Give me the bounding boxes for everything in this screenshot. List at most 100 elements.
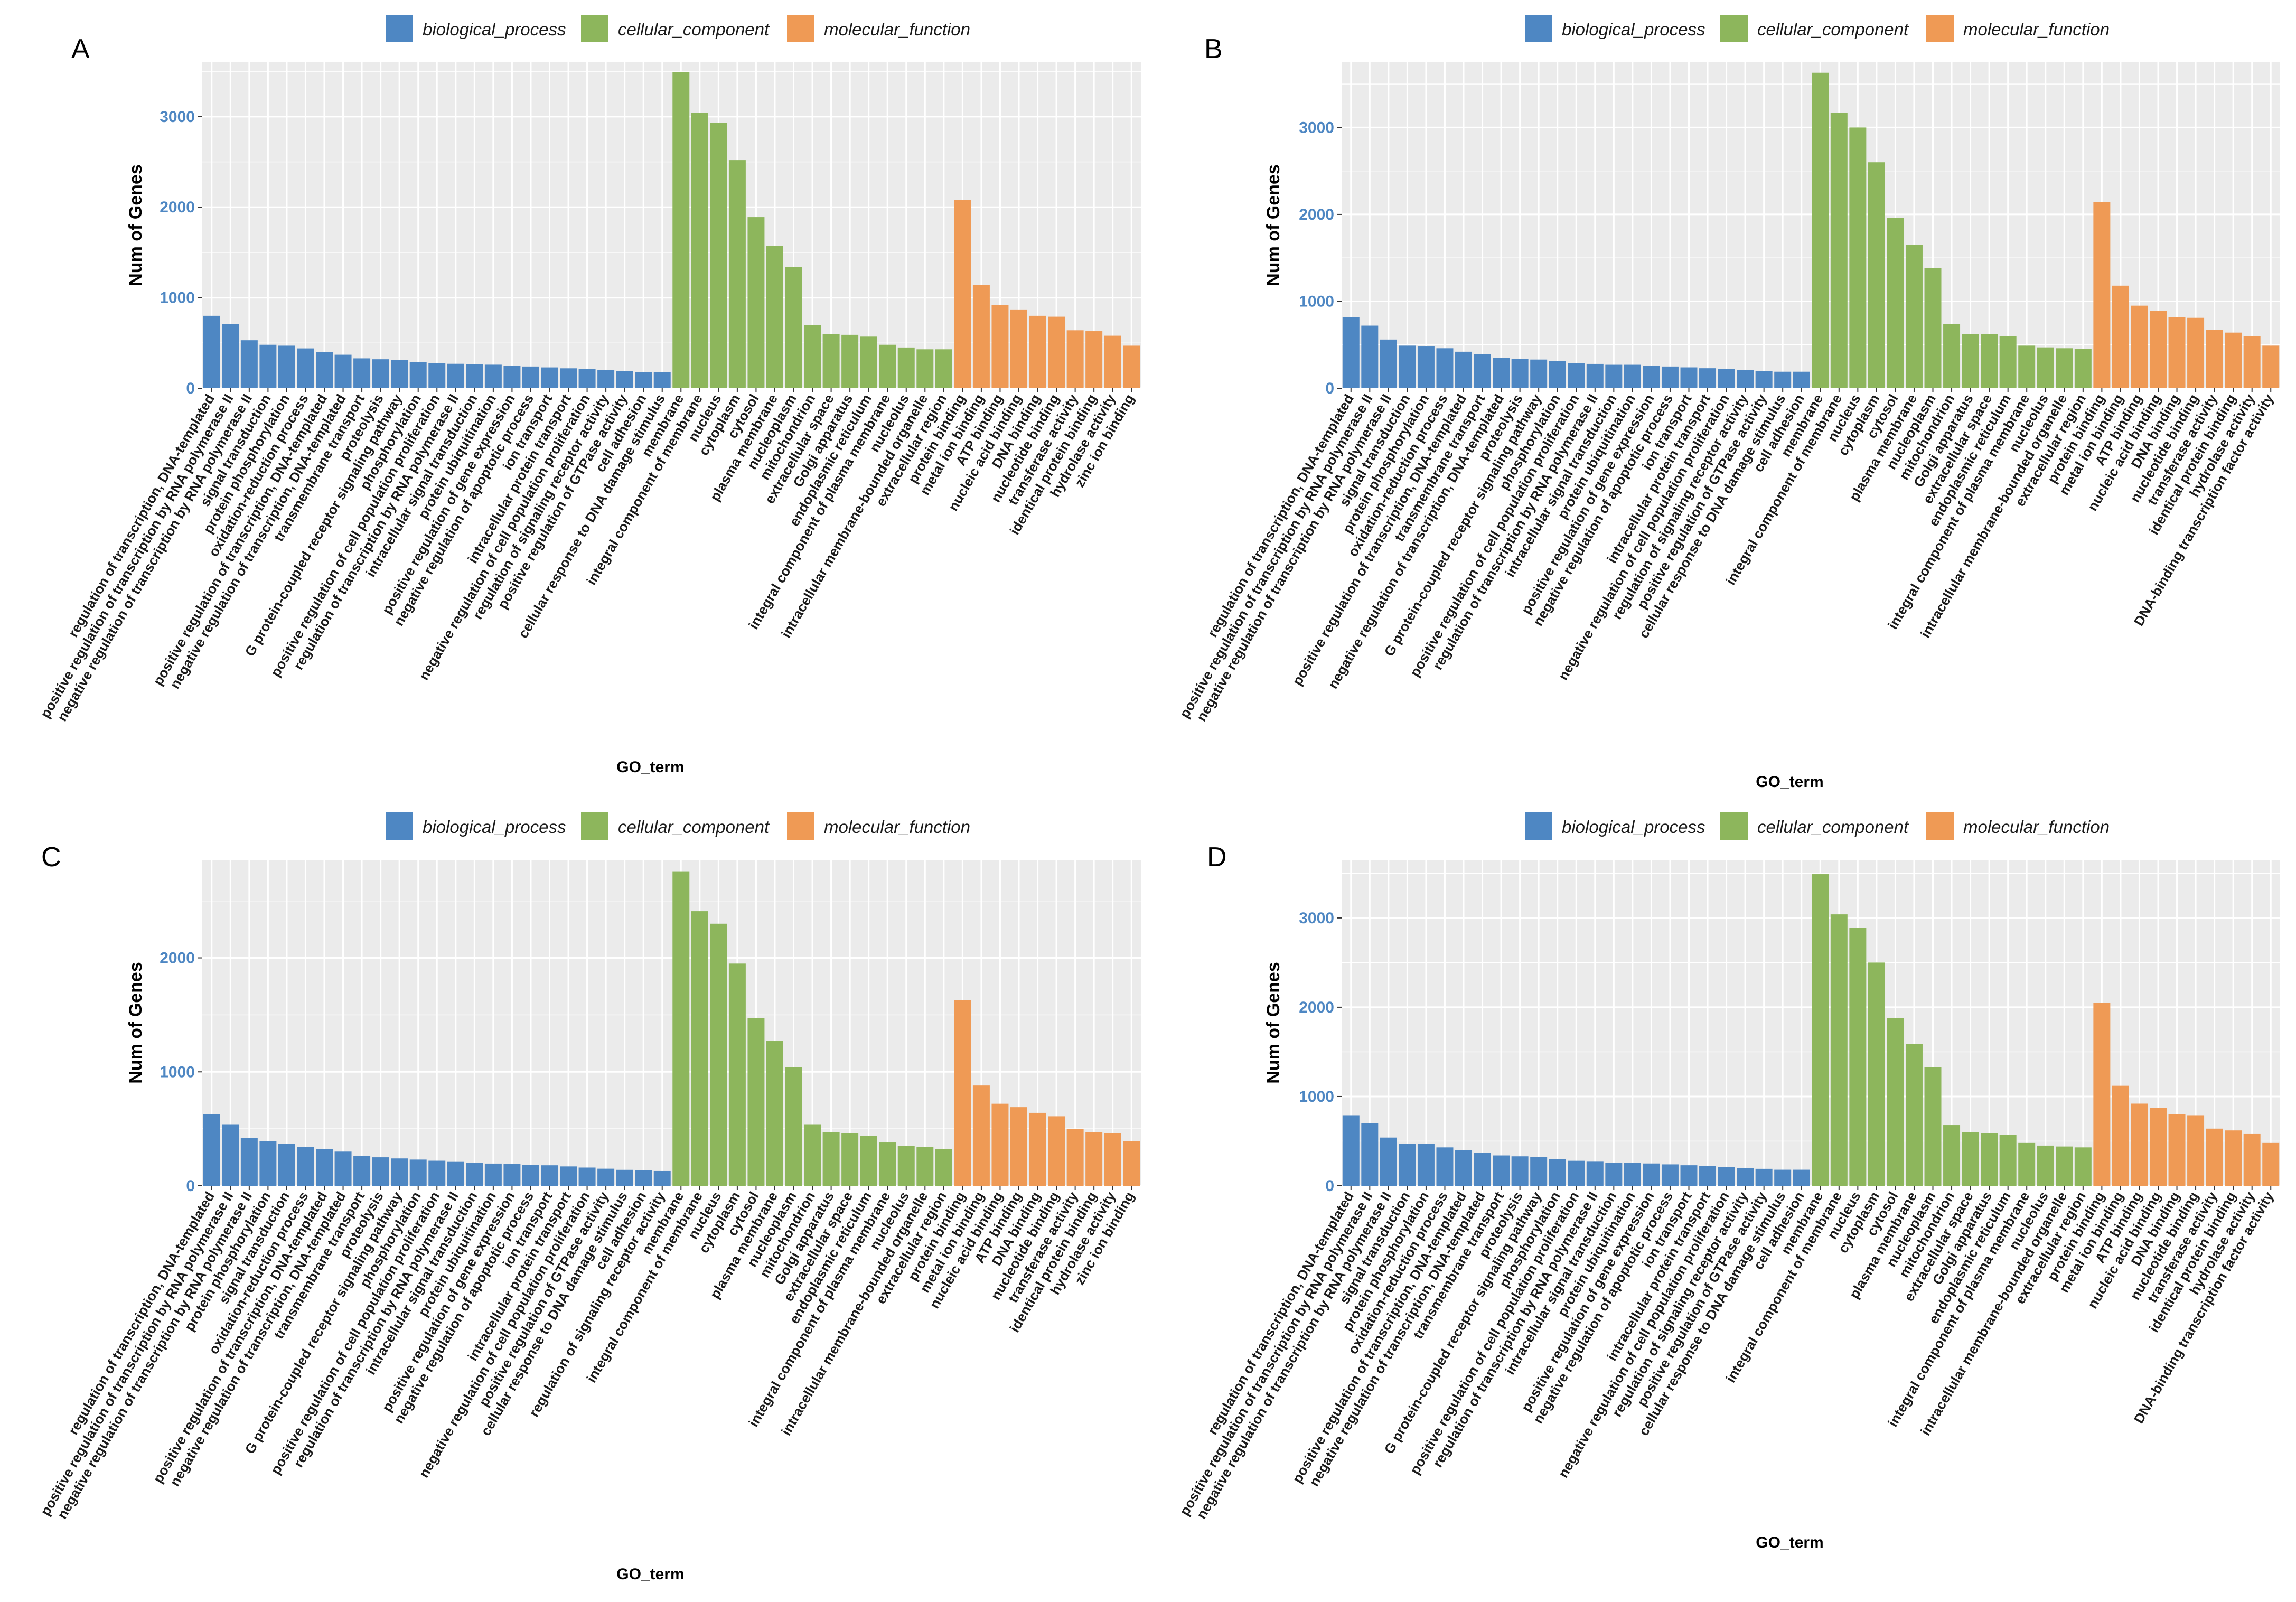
bar	[766, 246, 783, 388]
bar	[2243, 336, 2261, 388]
bar	[1905, 1044, 1923, 1186]
bar	[1380, 1137, 1397, 1186]
bar	[316, 352, 333, 388]
bar	[1380, 339, 1397, 388]
legend-key-molecular-function	[787, 812, 814, 840]
bar	[2112, 1085, 2129, 1186]
bar	[1568, 1160, 1585, 1186]
legend-key-cellular-component	[581, 812, 608, 840]
bar	[240, 340, 258, 388]
bar	[560, 1166, 577, 1186]
x-axis: regulation of transcription, DNA-templat…	[37, 1186, 1137, 1522]
bar	[2187, 317, 2205, 388]
y-axis-title: Num of Genes	[126, 962, 146, 1083]
y-tick-label: 2000	[160, 950, 195, 967]
legend-key-biological-process	[386, 812, 413, 840]
bar	[1048, 1116, 1065, 1186]
bar	[297, 1147, 314, 1186]
bar	[1774, 1169, 1792, 1186]
bar	[372, 359, 389, 388]
bar	[2037, 1145, 2054, 1186]
bar	[841, 1133, 859, 1186]
bar	[1511, 1156, 1529, 1186]
legend-label-biological-process: biological_process	[1562, 20, 1705, 39]
bars	[1342, 72, 2280, 389]
bar	[935, 349, 952, 388]
bar	[353, 358, 371, 388]
bar	[972, 1085, 990, 1186]
legend: biological_process cellular_component mole…	[1525, 812, 2110, 840]
y-tick-label: 0	[186, 1177, 195, 1195]
bar	[1605, 364, 1623, 388]
bar	[1812, 72, 1829, 388]
panel-letter: C	[41, 842, 61, 873]
bar	[1549, 1159, 1566, 1186]
bar	[1436, 1147, 1454, 1186]
bar	[785, 1067, 802, 1186]
bar	[1699, 1166, 1717, 1186]
bar	[2093, 1003, 2111, 1186]
bar	[428, 1160, 446, 1186]
bar	[1755, 371, 1773, 388]
bar	[1029, 1112, 1046, 1186]
bar	[804, 1124, 821, 1186]
bar	[1455, 351, 1473, 388]
bar	[334, 354, 352, 388]
bar	[316, 1149, 333, 1186]
x-axis-title: GO_term	[616, 758, 684, 776]
bar	[1624, 364, 1641, 388]
bar	[1924, 268, 1942, 388]
bars	[203, 72, 1140, 388]
legend-key-biological-process	[1525, 15, 1552, 42]
bar	[2131, 1103, 2148, 1186]
bar	[1417, 346, 1435, 388]
y-tick-label: 0	[186, 380, 195, 397]
bar	[1085, 1132, 1103, 1186]
y-tick-label: 2000	[1299, 206, 1334, 223]
legend-key-molecular-function	[1926, 812, 1954, 840]
bar	[841, 334, 859, 388]
bar	[2056, 1146, 2073, 1186]
bars	[203, 871, 1140, 1186]
bar	[2262, 345, 2280, 388]
bar	[1474, 354, 1491, 388]
bar	[240, 1138, 258, 1186]
y-axis: 0 1000 2000 3000	[1299, 910, 1342, 1195]
bar	[1010, 309, 1027, 388]
bar	[1661, 1164, 1679, 1186]
bar	[1048, 316, 1065, 388]
bar	[2056, 348, 2073, 388]
legend-label-molecular-function: molecular_function	[1963, 817, 2110, 837]
bar	[2018, 345, 2036, 388]
bar	[635, 1170, 652, 1186]
bar	[222, 324, 239, 388]
bar	[1493, 358, 1510, 388]
bar	[710, 123, 727, 388]
bar	[897, 1146, 915, 1186]
bar	[935, 1149, 952, 1186]
x-tick-label: positive regulation of transcription by …	[37, 391, 236, 720]
bar	[2187, 1115, 2205, 1186]
bar	[2168, 317, 2186, 388]
bar	[1530, 1157, 1548, 1186]
x-axis-title: GO_term	[616, 1566, 684, 1583]
y-axis-title: Num of Genes	[1263, 164, 1283, 286]
bar	[728, 963, 746, 1186]
y-axis: 0 1000 2000	[160, 950, 202, 1195]
bar	[860, 1136, 877, 1186]
bar	[616, 1169, 633, 1186]
legend: biological_process cellular_component mole…	[386, 15, 970, 42]
bar	[822, 334, 840, 388]
bar	[1417, 1144, 1435, 1186]
bar	[1868, 962, 1885, 1186]
legend: biological_process cellular_component mole…	[1525, 15, 2110, 42]
panel-letter: A	[71, 34, 90, 64]
x-tick-label: positive regulation of transcription by …	[37, 1189, 236, 1518]
bar	[560, 368, 577, 388]
bar	[1962, 334, 1979, 388]
bar	[1830, 113, 1848, 389]
bar	[1849, 127, 1867, 388]
bar	[1849, 928, 1867, 1186]
